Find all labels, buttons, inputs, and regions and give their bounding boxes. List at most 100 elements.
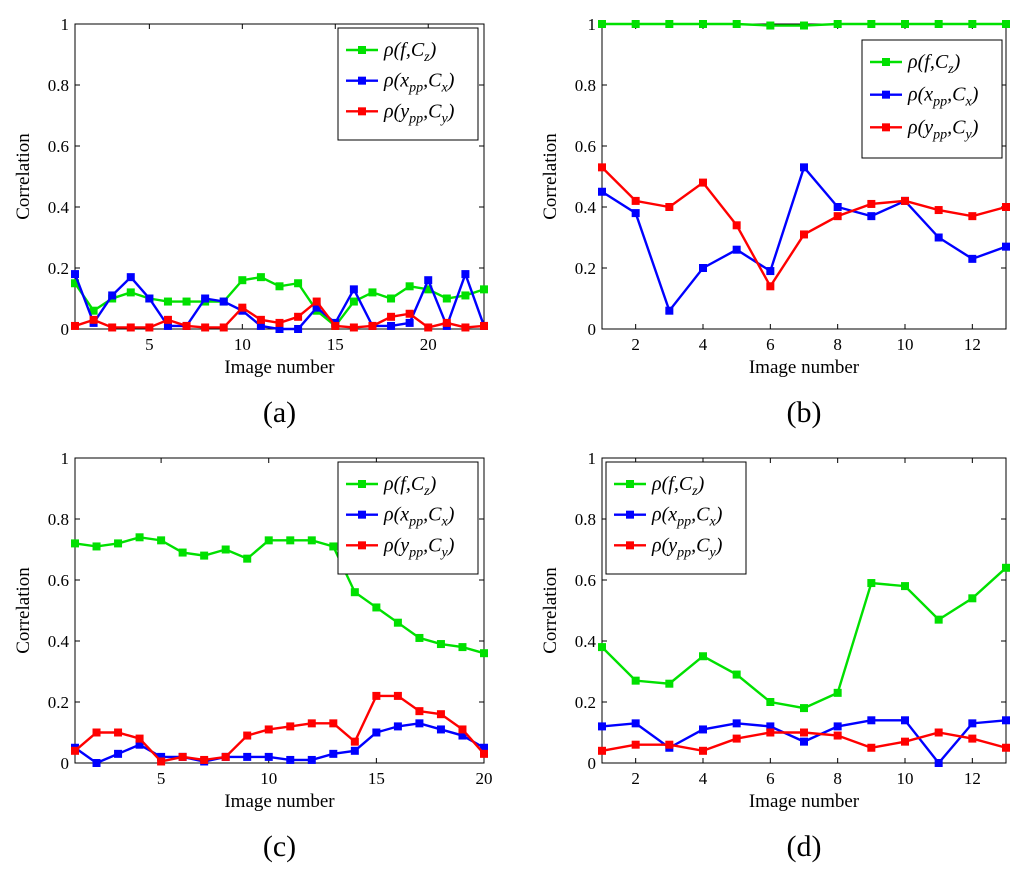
data-point <box>182 321 191 330</box>
legend-entry: ρ(xpp,Cx) <box>907 84 979 110</box>
data-point <box>699 746 707 755</box>
data-point <box>163 297 172 306</box>
data-point <box>867 20 876 28</box>
data-point <box>114 539 123 548</box>
data-point <box>665 20 674 28</box>
x-tick-label: 10 <box>260 769 277 788</box>
data-point <box>405 309 414 318</box>
data-point <box>294 279 303 288</box>
y-tick-label: 0.8 <box>575 510 596 529</box>
data-point <box>1002 743 1010 752</box>
data-point <box>294 325 303 333</box>
y-tick-label: 1 <box>588 15 597 34</box>
data-point <box>934 615 943 624</box>
data-point <box>766 698 775 706</box>
data-point <box>968 594 977 603</box>
data-point <box>200 755 209 764</box>
legend-text-part: ρ(y <box>907 116 933 138</box>
data-point <box>800 21 808 30</box>
data-point <box>442 318 451 327</box>
data-point <box>934 759 943 767</box>
data-point <box>461 291 470 300</box>
legend-marker <box>358 480 366 488</box>
data-point <box>393 618 402 627</box>
data-point <box>699 725 707 734</box>
legend-entry: ρ(ypp,Cy) <box>651 534 723 560</box>
data-point <box>92 542 101 551</box>
y-tick-label: 0.6 <box>48 571 69 590</box>
data-point <box>393 691 402 700</box>
y-tick-label: 0.6 <box>48 137 69 156</box>
y-tick-label: 0.8 <box>575 76 596 95</box>
data-point <box>126 288 135 297</box>
x-tick-label: 20 <box>420 335 437 354</box>
y-tick-label: 0 <box>588 320 597 339</box>
x-axis-label: Image number <box>749 357 860 378</box>
y-axis-label: Correlation <box>13 567 34 654</box>
x-tick-label: 15 <box>327 335 344 354</box>
data-point <box>424 323 433 332</box>
data-point <box>331 321 340 330</box>
legend-text-part: ρ(f,C <box>651 473 693 495</box>
data-point <box>71 270 79 279</box>
data-point <box>732 670 741 679</box>
legend-marker <box>882 123 890 132</box>
legend-text-part: ρ(y <box>651 534 677 556</box>
y-tick-label: 0.2 <box>575 693 596 712</box>
data-point <box>800 728 808 737</box>
data-point <box>135 740 144 749</box>
data-point <box>294 312 303 321</box>
data-point <box>436 725 445 734</box>
data-point <box>135 533 144 542</box>
data-point <box>145 323 154 332</box>
data-point <box>405 282 414 291</box>
y-tick-label: 0.2 <box>575 259 596 278</box>
data-point <box>163 321 172 330</box>
legend-text-part: ρ(x <box>383 504 409 526</box>
data-point <box>238 276 247 285</box>
data-point <box>178 548 187 557</box>
data-point <box>415 719 424 728</box>
data-point <box>968 734 977 743</box>
y-tick-label: 0.6 <box>575 571 596 590</box>
data-point <box>92 728 101 737</box>
legend-marker <box>882 90 890 99</box>
data-point <box>766 722 775 731</box>
legend-text-part: ρ(f,C <box>383 39 425 61</box>
data-point <box>968 212 977 221</box>
data-point <box>424 276 433 285</box>
data-point <box>201 323 210 332</box>
data-point <box>934 728 943 737</box>
legend-text-part: ,C <box>423 534 442 556</box>
data-point <box>264 725 273 734</box>
x-tick-label: 5 <box>145 335 154 354</box>
data-point <box>221 752 230 761</box>
data-point <box>461 270 470 279</box>
y-tick-label: 0.8 <box>48 510 69 529</box>
legend-text-part: z <box>423 50 430 65</box>
series-line <box>601 166 1007 289</box>
data-point <box>833 731 842 740</box>
data-point <box>631 209 640 218</box>
series-line <box>601 164 1007 314</box>
legend-text-part: pp <box>408 515 423 530</box>
data-point <box>387 312 396 321</box>
legend-text-part: x <box>440 515 448 530</box>
legend-text-part: y <box>963 127 972 142</box>
x-tick-label: 4 <box>699 335 708 354</box>
data-point <box>699 652 707 661</box>
data-point <box>424 285 433 294</box>
legend-text-part: ρ(f,C <box>383 473 425 495</box>
panel-label: (a) <box>263 396 296 429</box>
legend-marker <box>626 541 634 550</box>
data-point <box>442 294 451 303</box>
legend: ρ(f,Cz)ρ(xpp,Cx)ρ(ypp,Cy) <box>605 461 747 575</box>
data-point <box>329 749 338 758</box>
legend-marker <box>358 76 366 85</box>
data-point <box>368 288 377 297</box>
data-point <box>89 315 98 324</box>
data-point <box>108 323 117 332</box>
data-point <box>480 743 488 752</box>
data-point <box>312 297 321 306</box>
